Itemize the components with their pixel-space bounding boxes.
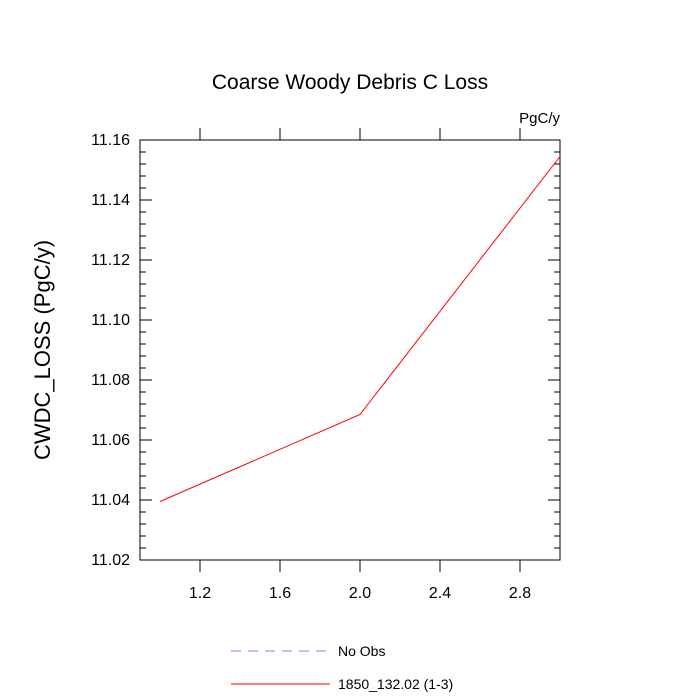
units-label: PgC/y (519, 110, 560, 127)
chart-title: Coarse Woody Debris C Loss (212, 71, 488, 94)
x-tick-label: 2.8 (509, 585, 531, 602)
series-layer (159, 156, 561, 502)
legend-label: 1850_132.02 (1-3) (338, 676, 453, 692)
x-tick-label: 2.0 (349, 585, 371, 602)
series-line (159, 156, 561, 502)
y-tick-label: 11.06 (91, 432, 130, 449)
x-tick-label: 1.2 (189, 585, 211, 602)
y-tick-label: 11.16 (91, 132, 130, 149)
y-axis-label: CWDC_LOSS (PgC/y) (30, 240, 55, 460)
y-tick-label: 11.04 (91, 492, 130, 509)
y-tick-label: 11.02 (91, 552, 130, 569)
y-tick-label: 11.14 (91, 192, 130, 209)
x-tick-label: 2.4 (429, 585, 451, 602)
y-tick-label: 11.10 (91, 312, 130, 329)
legend-label: No Obs (338, 643, 385, 659)
legend: No Obs 1850_132.02 (1-3) (231, 643, 453, 692)
axis-ticks (140, 128, 560, 572)
y-tick-label: 11.12 (91, 252, 130, 269)
plot-frame (139, 139, 561, 561)
tick-labels: 11.02 11.04 11.06 11.08 11.10 11.12 11.14 11.16… (91, 132, 531, 602)
y-tick-label: 11.08 (91, 372, 130, 389)
x-tick-label: 1.6 (269, 585, 291, 602)
